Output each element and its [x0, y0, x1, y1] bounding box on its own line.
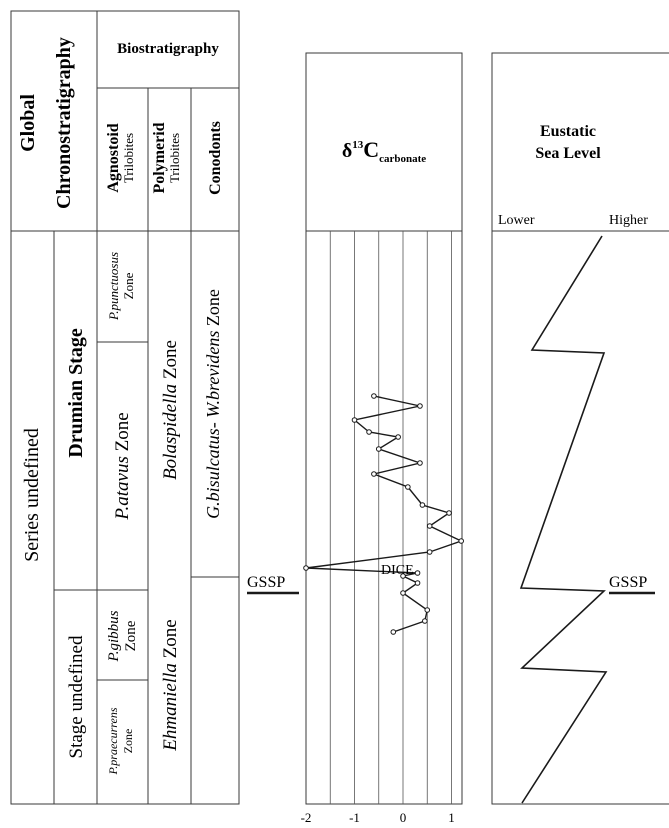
global-heading: Global: [17, 94, 39, 152]
zone-bolaspidella-name: Bolaspidella: [160, 384, 181, 480]
isotope-grid: [329, 231, 452, 804]
isotope-data-point: [371, 471, 377, 477]
svg-text:P.atavus Zone: P.atavus Zone: [112, 412, 133, 520]
isotope-title-superscript: 13: [352, 139, 364, 151]
sealevel-higher-label: Higher: [609, 213, 648, 228]
sealevel-title-line1: Eustatic: [540, 123, 596, 140]
isotope-title-delta: δ: [342, 140, 352, 162]
series-label: Series undefined: [21, 428, 43, 562]
zone-ehmaniella-name: Ehmaniella: [160, 663, 181, 752]
sealevel-title-line2: Sea Level: [535, 145, 601, 162]
zone-ehmaniella-label: Ehmaniella Zone: [160, 619, 181, 751]
isotope-data-point: [375, 446, 382, 452]
isotope-tick-label: 1: [448, 810, 455, 825]
isotope-tick-label: -2: [301, 810, 312, 825]
isotope-curve-line: [305, 395, 464, 633]
isotope-data-point: [395, 434, 401, 440]
isotope-data-point: [458, 538, 465, 544]
zone-conodont-label: G.bisulcatus- W.brevidens Zone: [203, 289, 223, 519]
isotope-data-point: [303, 565, 309, 571]
isotope-tick-label: 0: [400, 810, 407, 825]
chronostratigraphy-heading: Chronostratigraphy: [53, 37, 75, 209]
zone-gibbus-suffix: Zone: [123, 620, 139, 651]
zone-gibbus-name: P.gibbus: [106, 610, 122, 662]
isotope-axis: -2 -1 0 1: [301, 810, 455, 825]
isotope-data-point: [351, 417, 358, 423]
stage-undefined-label: Stage undefined: [66, 635, 87, 758]
zone-atavus-suffix: Zone: [112, 412, 133, 451]
chronostratigraphy-table: [10, 10, 240, 805]
polymerid-sub-heading: Trilobites: [167, 133, 182, 183]
agnostoid-sub-heading: Trilobites: [121, 133, 136, 183]
sealevel-panel: [491, 52, 669, 805]
svg-text:Ehmaniella Zone: Ehmaniella Zone: [160, 619, 181, 751]
zone-conodont-suffix: Zone: [203, 289, 223, 326]
zone-punctuosus-name: P.punctuosus: [106, 252, 121, 321]
isotope-title: δ13Ccarbonate: [342, 137, 426, 165]
isotope-title-subscript: carbonate: [379, 153, 426, 165]
zone-bolaspidella-label: Bolaspidella Zone: [160, 340, 181, 480]
sealevel-curve: [519, 235, 608, 804]
isotope-title-carbon: C: [363, 137, 379, 162]
isotope-data-point: [419, 502, 426, 508]
isotope-data-point: [400, 590, 406, 596]
zone-conodont-name: G.bisulcatus- W.brevidens: [203, 331, 223, 519]
isotope-data-point: [417, 403, 423, 409]
isotope-data-point: [422, 618, 428, 624]
isotope-data-point: [426, 523, 433, 529]
zone-praecurrens-suffix: Zone: [121, 729, 135, 754]
agnostoid-heading: Agnostoid: [105, 123, 122, 192]
isotope-panel-frame: [305, 52, 463, 805]
polymerid-heading: Polymerid: [151, 122, 168, 193]
isotope-data-point: [390, 629, 397, 635]
isotope-data-point: [446, 510, 452, 516]
isotope-tick-label: -1: [349, 810, 360, 825]
drumian-stage-label: Drumian Stage: [65, 328, 87, 458]
isotope-data-point: [414, 570, 421, 576]
gssp-label-right: GSSP: [609, 574, 647, 591]
sealevel-lower-label: Lower: [498, 213, 535, 228]
gssp-label-left: GSSP: [247, 574, 285, 591]
zone-punctuosus-suffix: Zone: [121, 272, 136, 299]
svg-text:G.bisulcatus- W.brevidens: G.bisulcatus- W.brevidens Zone: [203, 289, 223, 519]
biostratigraphy-heading: Biostratigraphy: [117, 41, 219, 57]
isotope-data-point: [426, 549, 433, 555]
zone-praecurrens-name: P.praecurrens: [106, 707, 120, 775]
isotope-data-point: [366, 429, 372, 435]
isotope-panel: -2 -1 0 1: [301, 52, 465, 825]
zone-ehmaniella-suffix: Zone: [160, 619, 181, 658]
isotope-data-point: [405, 484, 411, 490]
dice-label: DICE: [381, 563, 414, 578]
zone-bolaspidella-suffix: Zone: [160, 340, 181, 379]
isotope-data-point: [400, 573, 406, 579]
isotope-data-point: [414, 580, 421, 586]
conodonts-heading: Conodonts: [207, 121, 224, 195]
isotope-data-point: [424, 607, 431, 613]
sealevel-panel-frame: [491, 52, 669, 805]
isotope-curve: [303, 393, 465, 635]
isotope-data-point: [371, 393, 377, 399]
svg-text:Bolaspidella Zone: Bolaspidella Zone: [160, 340, 181, 480]
zone-atavus-label: P.atavus Zone: [112, 412, 133, 520]
isotope-data-point: [417, 460, 423, 466]
zone-atavus-name: P.atavus: [112, 456, 133, 521]
